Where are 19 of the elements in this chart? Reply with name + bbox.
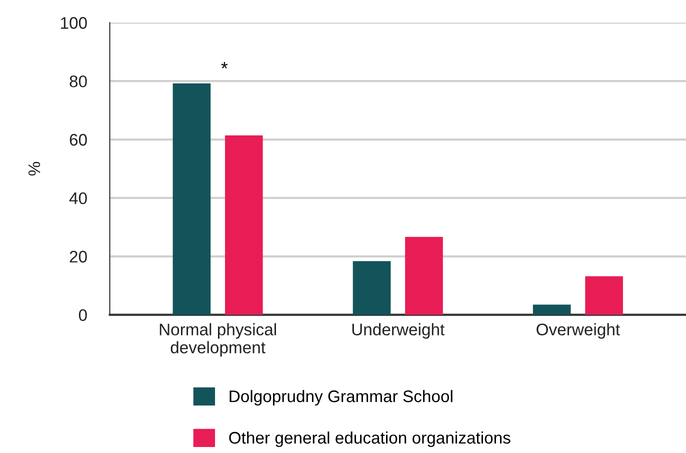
bar	[532, 304, 571, 315]
y-axis-title: %	[28, 162, 40, 176]
bar	[172, 83, 211, 315]
y-tick-label: 80	[70, 75, 87, 88]
legend-label: Dolgoprudny Grammar School	[230, 390, 452, 406]
y-tick-label: 60	[70, 134, 87, 146]
annotation: *	[221, 62, 228, 68]
y-tick-label: 20	[70, 250, 87, 263]
bar	[225, 135, 263, 315]
y-tick-label: 0	[78, 309, 87, 322]
x-tick-label: Normal physical development	[160, 323, 276, 357]
x-tick-label: Overweight	[536, 323, 620, 339]
x-tick-label: Underweight	[352, 323, 445, 339]
legend-label: Other general education organizations	[229, 431, 510, 448]
bar	[352, 261, 391, 315]
bar	[405, 236, 443, 315]
y-tick-label: 40	[69, 192, 87, 204]
y-tick-label: 100	[61, 17, 87, 29]
bar	[585, 276, 623, 315]
